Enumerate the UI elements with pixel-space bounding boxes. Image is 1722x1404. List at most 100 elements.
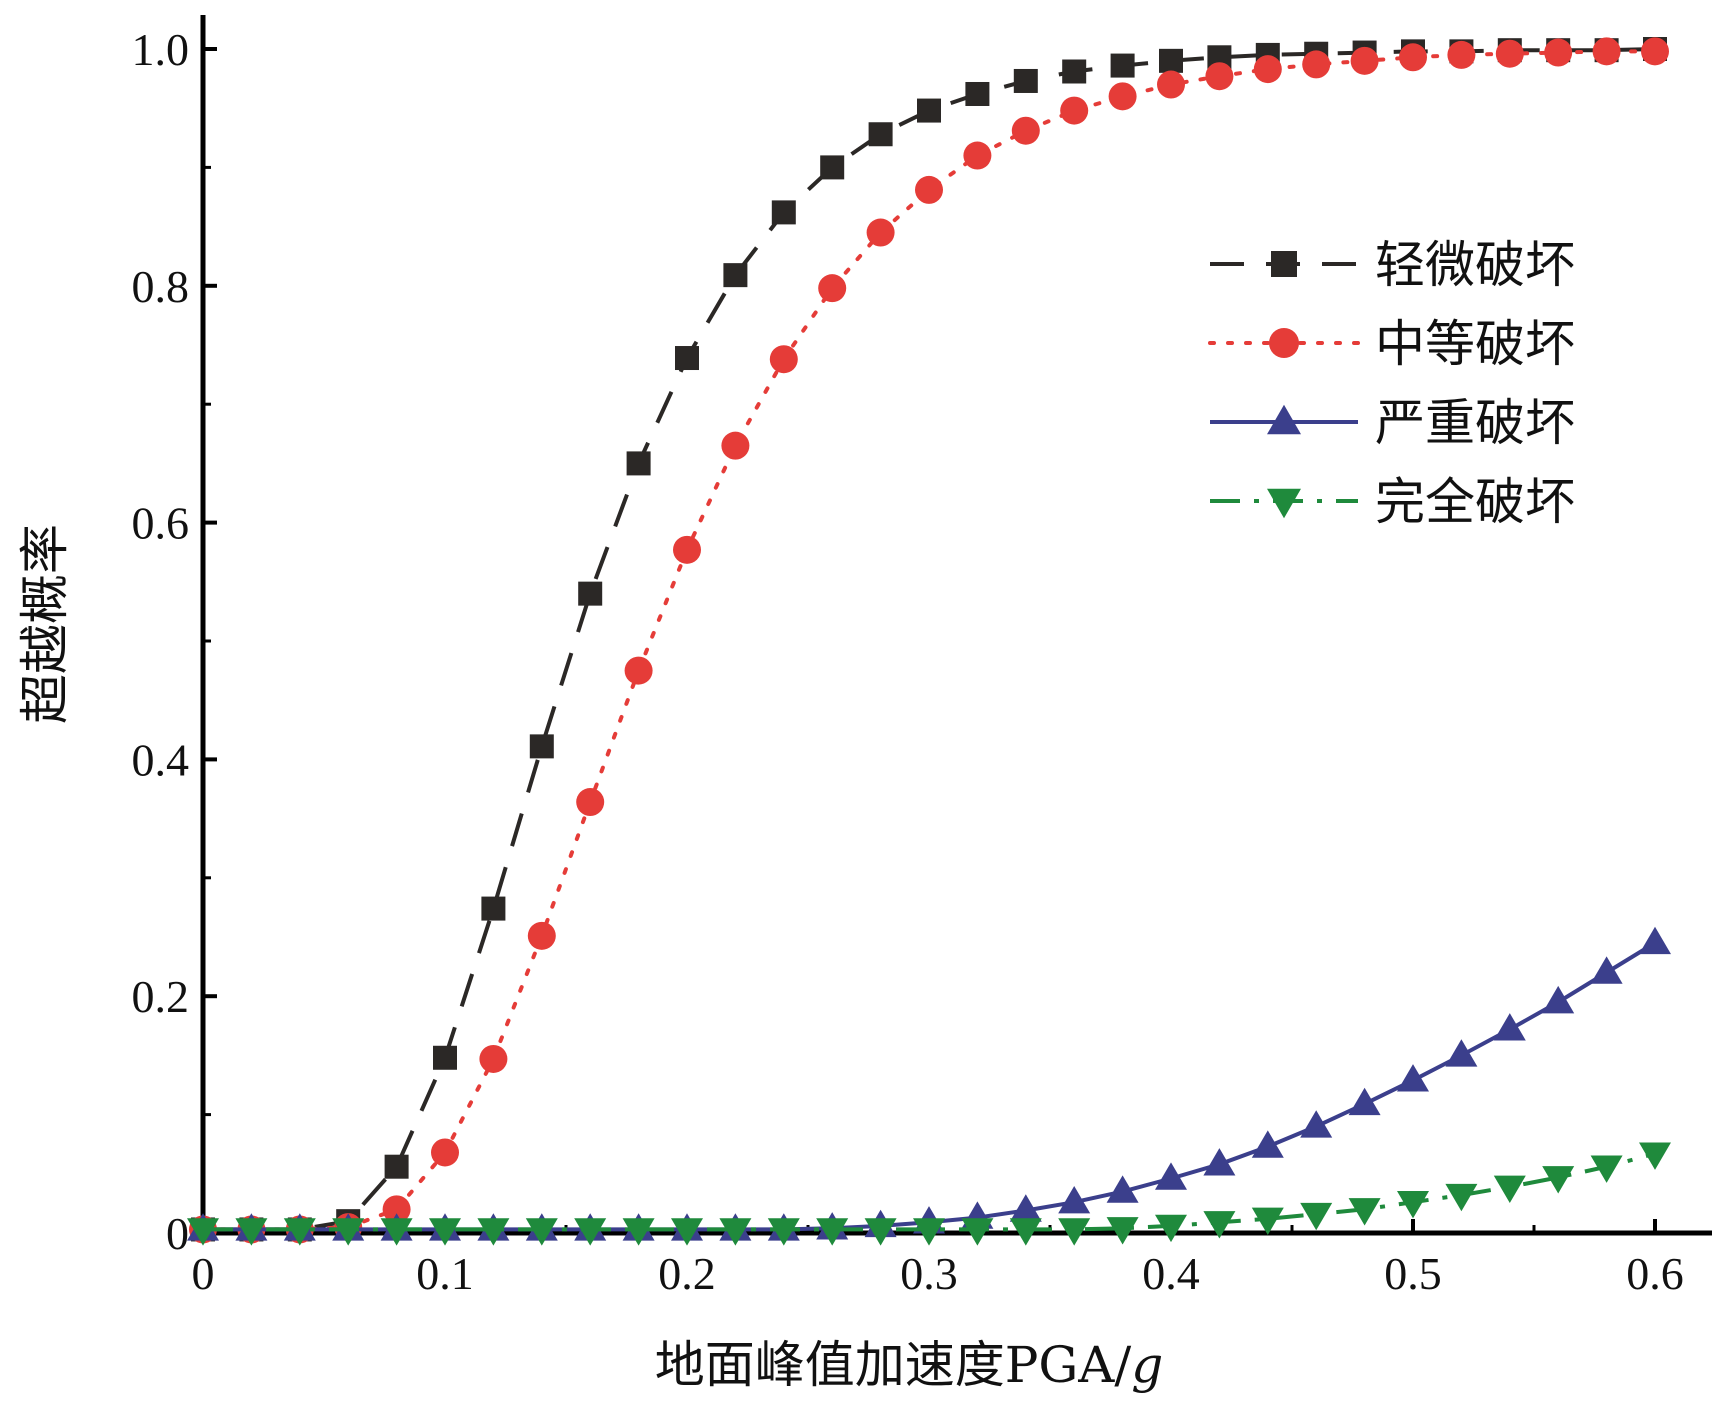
data-point: [1062, 59, 1087, 84]
data-point: [1011, 116, 1040, 145]
series-4: [187, 1142, 1671, 1246]
data-point: [235, 1218, 268, 1246]
data-point: [382, 1195, 411, 1224]
data-point: [767, 1218, 800, 1246]
y-axis-title: 超越概率: [16, 524, 74, 724]
data-point: [332, 1218, 365, 1246]
y-tick-label: 0.4: [132, 734, 190, 785]
data-point: [1009, 1218, 1042, 1246]
data-point: [1253, 55, 1282, 84]
data-point: [1592, 37, 1621, 66]
data-point: [1207, 45, 1232, 70]
series-layer: [187, 37, 1671, 1246]
data-point: [1399, 43, 1427, 72]
data-point: [384, 1154, 409, 1179]
data-point: [723, 263, 748, 288]
data-point: [721, 431, 750, 460]
data-point: [481, 896, 506, 921]
data-point: [576, 788, 605, 817]
data-point: [477, 1218, 510, 1246]
data-point: [1493, 1175, 1526, 1204]
data-point: [1203, 1211, 1236, 1239]
data-point: [820, 155, 845, 180]
data-point: [574, 1218, 607, 1246]
data-point: [1542, 985, 1575, 1014]
data-point: [1058, 1186, 1091, 1214]
data-point: [965, 81, 990, 106]
x-tick-label: 0.3: [900, 1248, 958, 1299]
y-tick-label: 1.0: [132, 24, 190, 75]
x-axis-title-unit: g: [1131, 1336, 1163, 1394]
data-point: [1641, 37, 1669, 66]
data-point: [1106, 1175, 1139, 1203]
data-point: [1058, 1218, 1091, 1246]
data-point: [917, 98, 941, 123]
data-point: [1350, 46, 1379, 75]
series-line: [203, 47, 1656, 1232]
x-tick-label: 0.1: [416, 1248, 474, 1299]
data-point: [1493, 1013, 1526, 1041]
legend-label: 严重破坏: [1375, 394, 1575, 452]
x-axis-title-main: 地面峰值加速度PGA/: [655, 1336, 1132, 1394]
y-tick-label: 0.6: [132, 498, 190, 549]
data-point: [1110, 53, 1135, 78]
data-point: [866, 218, 895, 247]
data-point: [673, 535, 701, 564]
data-point: [1106, 1217, 1139, 1245]
data-point: [1300, 1110, 1333, 1138]
data-point: [864, 1218, 897, 1246]
data-point: [626, 451, 651, 476]
data-point: [963, 141, 992, 170]
legend-item: 中等破坏: [1208, 315, 1575, 373]
data-point: [1590, 956, 1623, 984]
data-point: [1447, 40, 1476, 69]
data-point: [868, 122, 893, 147]
y-tick-label: 0.8: [132, 261, 190, 312]
data-point: [431, 1138, 459, 1167]
y-ticks: 0 0.2 0.4 0.6 0.8 1.0: [132, 24, 217, 1259]
data-point: [769, 345, 798, 374]
legend-marker: [1267, 404, 1301, 435]
data-point: [1013, 68, 1038, 93]
data-point: [283, 1218, 316, 1246]
data-point: [915, 175, 943, 204]
data-point: [1542, 1166, 1575, 1194]
data-point: [429, 1218, 461, 1246]
legend-marker: [1267, 488, 1301, 519]
data-point: [719, 1218, 752, 1246]
data-point: [1159, 48, 1183, 73]
x-axis-title: 地面峰值加速度PGA/g: [655, 1336, 1164, 1394]
data-point: [913, 1218, 945, 1246]
data-point: [816, 1218, 849, 1246]
legend-item: 轻微破坏: [1210, 236, 1575, 294]
data-point: [1203, 1148, 1236, 1176]
x-tick-label: 0: [192, 1248, 215, 1299]
data-point: [671, 1218, 703, 1246]
data-point: [527, 921, 556, 950]
series-1: [191, 37, 1667, 1242]
data-point: [1639, 926, 1671, 955]
data-point: [187, 1218, 219, 1246]
data-point: [1205, 62, 1234, 91]
data-point: [1155, 1162, 1187, 1190]
data-point: [380, 1218, 413, 1246]
x-tick-label: 0.4: [1142, 1248, 1200, 1299]
data-point: [1251, 1207, 1284, 1235]
legend-label: 轻微破坏: [1375, 236, 1575, 294]
data-point: [622, 1218, 655, 1246]
data-point: [1009, 1194, 1042, 1222]
data-point: [624, 656, 653, 685]
data-point: [1397, 1064, 1429, 1092]
data-point: [1155, 1214, 1187, 1243]
data-point: [1397, 1191, 1429, 1219]
data-point: [1300, 1202, 1333, 1231]
data-point: [818, 274, 847, 303]
legend-marker: [1269, 328, 1299, 358]
data-point: [1157, 70, 1185, 99]
x-tick-label: 0.5: [1384, 1248, 1442, 1299]
x-tick-label: 0.2: [658, 1248, 716, 1299]
series-2: [189, 37, 1669, 1244]
data-point: [479, 1044, 508, 1073]
